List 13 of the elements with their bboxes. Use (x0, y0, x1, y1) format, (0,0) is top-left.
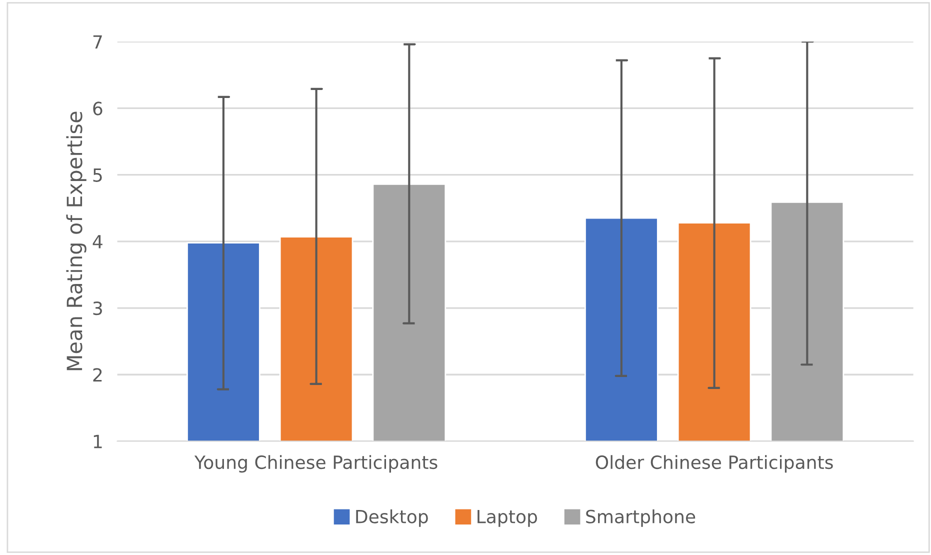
y-tick-label: 1 (94, 434, 102, 448)
y-axis-title: Mean Rating of Expertise (66, 112, 86, 370)
y-tick-label: 7 (93, 35, 102, 48)
y-tick-label: 2 (93, 368, 102, 382)
y-tick-label: 4 (92, 235, 102, 248)
legend-label: Desktop (356, 509, 428, 527)
y-tick-label: 5 (93, 168, 102, 182)
legend-label: Smartphone (586, 509, 696, 527)
legend-label: Laptop (478, 510, 538, 527)
y-tick-label: 3 (93, 301, 102, 316)
x-tick-label: Young Chinese Participants (194, 455, 438, 473)
y-tick-label: 6 (93, 102, 102, 116)
x-tick-label: Older Chinese Participants (596, 455, 833, 473)
